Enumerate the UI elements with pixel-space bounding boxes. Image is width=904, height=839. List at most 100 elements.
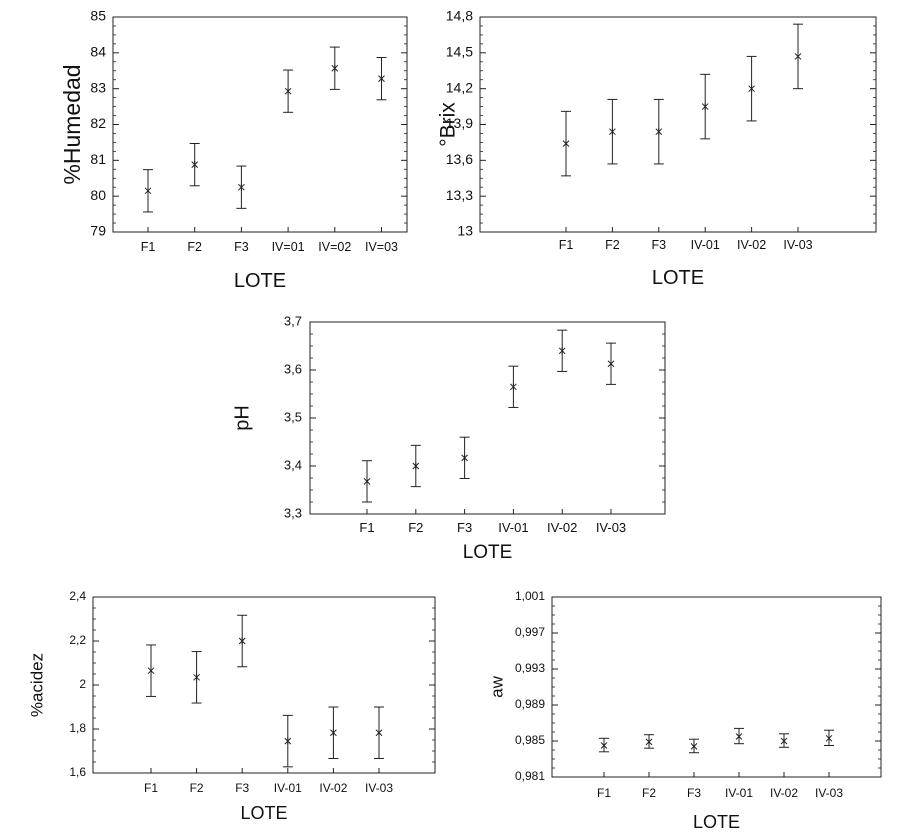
chart-acidez: 1,6 1,8 2 2,2 2,4 F1 F2 F3 IV-01 IV-02 IV-03 %acide… — [27, 589, 436, 823]
mean-marker — [378, 75, 385, 83]
y-tick-label: 14,8 — [446, 8, 473, 24]
mean-marker — [284, 737, 292, 745]
y-axis-label: %acidez — [27, 653, 46, 717]
x-axis-label: LOTE — [234, 270, 286, 292]
x-tick-label: IV-03 — [365, 781, 393, 795]
mean-marker — [794, 52, 802, 60]
plot-frame — [479, 16, 877, 233]
x-tick-label: F2 — [605, 238, 620, 252]
y-axis-label: pH — [231, 405, 253, 431]
x-tick-label: IV-01 — [274, 781, 302, 795]
mean-marker — [238, 183, 245, 191]
x-tick-label: F3 — [652, 238, 667, 252]
mean-marker — [645, 738, 653, 746]
y-tick-label: 14,2 — [446, 79, 473, 95]
mean-marker — [510, 383, 517, 391]
plot-frame — [309, 321, 666, 515]
mean-marker — [825, 734, 833, 742]
plot-frame — [92, 596, 436, 774]
y-tick-label: 0,985 — [515, 733, 545, 747]
mean-marker — [600, 742, 608, 749]
y-axis-label: °Brix — [437, 102, 460, 147]
x-tick-label: IV-02 — [319, 781, 347, 795]
x-tick-label: F1 — [144, 781, 158, 795]
x-axis-label: LOTE — [652, 267, 704, 289]
y-tick-label: 3,3 — [284, 505, 302, 520]
y-tick-label: 3,7 — [284, 313, 302, 328]
x-tick-label: F3 — [234, 240, 249, 254]
y-tick-label: 13 — [457, 223, 473, 239]
mean-marker — [191, 161, 199, 169]
chart-ph: 3,3 3,4 3,5 3,6 3,7 F1 F2 F3 IV-01 IV-02 IV-03 pH LO… — [231, 313, 666, 563]
mean-marker — [461, 454, 468, 462]
mean-marker — [330, 729, 337, 737]
x-tick-label: F2 — [187, 240, 202, 254]
x-axis-label: LOTE — [693, 812, 740, 832]
x-tick-label: F3 — [687, 786, 701, 800]
y-axis-label: %Humedad — [59, 64, 85, 184]
mean-marker — [193, 673, 200, 681]
y-tick-label: 13,6 — [446, 151, 473, 167]
chart-brix: 13 13,3 13,6 13,9 14,2 14,5 14,8 F1 F2 F3 IV-01 IV-… — [437, 8, 877, 289]
x-tick-label: IV-01 — [691, 238, 720, 252]
x-tick-label: F1 — [559, 238, 574, 252]
mean-marker — [363, 477, 371, 485]
mean-marker — [701, 103, 709, 111]
x-tick-label: IV-02 — [737, 238, 766, 252]
y-tick-label: 0,989 — [515, 697, 545, 711]
mean-marker — [748, 85, 755, 93]
mean-marker — [412, 462, 420, 470]
mean-marker — [558, 347, 566, 355]
mean-marker — [144, 187, 152, 195]
x-tick-label: IV-03 — [596, 520, 626, 535]
x-tick-label: IV-03 — [783, 238, 812, 252]
y-tick-label: 82 — [90, 115, 106, 131]
x-tick-label: IV-02 — [770, 786, 798, 800]
y-tick-label: 3,5 — [284, 409, 302, 424]
x-tick-label: IV-01 — [725, 786, 753, 800]
mean-marker — [609, 128, 616, 136]
mean-marker — [607, 360, 615, 368]
y-axis-label: aw — [487, 675, 506, 697]
mean-marker — [375, 729, 383, 737]
y-tick-label: 2,2 — [69, 633, 86, 647]
x-tick-label: F2 — [190, 781, 204, 795]
x-tick-label: IV=01 — [272, 240, 305, 254]
x-tick-label: F3 — [457, 520, 472, 535]
x-tick-label: F3 — [235, 781, 249, 795]
mean-marker — [780, 737, 788, 745]
x-tick-label: F1 — [359, 520, 374, 535]
mean-marker — [690, 742, 698, 750]
y-tick-label: 0,993 — [515, 661, 545, 675]
plot-frame — [112, 16, 408, 233]
x-tick-label: F2 — [408, 520, 423, 535]
x-tick-label: IV-02 — [547, 520, 577, 535]
x-tick-label: IV=03 — [365, 240, 398, 254]
mean-marker — [655, 128, 663, 136]
y-tick-label: 0,981 — [515, 769, 545, 783]
x-tick-label: IV-01 — [498, 520, 528, 535]
x-tick-label: F1 — [141, 240, 156, 254]
y-tick-label: 0,997 — [515, 625, 545, 639]
mean-marker — [562, 140, 570, 148]
mean-marker — [735, 733, 743, 740]
y-tick-label: 84 — [90, 44, 106, 60]
chart-aw: 0,981 0,985 0,989 0,993 0,997 1,001 F1 F2 F3 IV-0… — [487, 589, 882, 832]
mean-marker — [147, 667, 155, 675]
y-tick-label: 79 — [90, 223, 106, 239]
mean-marker — [284, 87, 292, 95]
x-tick-label: IV-03 — [815, 786, 843, 800]
x-tick-label: F1 — [597, 786, 611, 800]
y-tick-label: 13,3 — [446, 187, 473, 203]
y-tick-label: 83 — [90, 79, 106, 95]
x-axis-label: LOTE — [463, 542, 513, 563]
mean-marker — [331, 64, 339, 72]
y-tick-label: 1,8 — [69, 721, 86, 735]
y-tick-label: 1,001 — [515, 589, 545, 603]
mean-marker — [238, 637, 246, 645]
y-tick-label: 2 — [79, 677, 86, 691]
x-tick-label: F2 — [642, 786, 656, 800]
chart-humedad: 79 80 81 82 83 84 85 F1 F2 F3 IV=01 IV=02 IV=03 %Hume… — [59, 8, 408, 292]
y-tick-label: 2,4 — [69, 589, 86, 603]
